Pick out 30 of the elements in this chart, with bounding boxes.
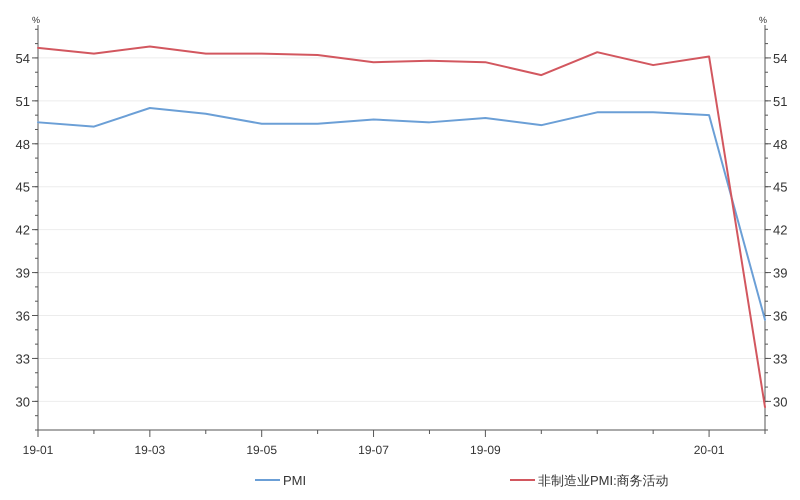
y-tick-label: 51 [16,94,30,109]
y2-axis-title: % [758,15,768,25]
y-tick-label: 39 [16,266,30,281]
y2-tick-label: 51 [773,94,788,109]
y2-tick-label: 54 [773,50,788,66]
y2-tick-label: 36 [773,308,788,324]
y-tick-label: 33 [16,351,30,366]
y2-tick-label: 42 [773,222,788,238]
y-tick-label: 54 [16,50,30,66]
y2-tick-label: 30 [773,394,788,410]
y-tick-label: 42 [16,222,30,238]
y-tick-label: 36 [16,308,30,324]
y2-tick-label: 48 [773,136,788,152]
y-tick-label: 30 [16,394,30,410]
y2-tick-label: 33 [773,351,788,366]
legend-label: 非制造业PMI:商务活动 [538,473,669,488]
x-tick-label: 19-01 [22,443,54,457]
x-tick-label: 19-07 [358,443,390,457]
y-tick-label: 48 [16,136,30,152]
y2-tick-label: 45 [773,180,788,195]
x-tick-label: 20-01 [694,443,725,457]
y-tick-label: 45 [16,180,30,195]
x-tick-label: 19-05 [246,443,278,457]
legend-label: PMI [283,473,306,488]
line-series [37,45,766,408]
x-tick-label: 19-03 [134,443,166,457]
y2-tick-label: 39 [773,266,788,281]
x-tick-label: 19-09 [470,443,502,457]
line-series [37,107,766,321]
y-axis-title: % [32,15,40,25]
